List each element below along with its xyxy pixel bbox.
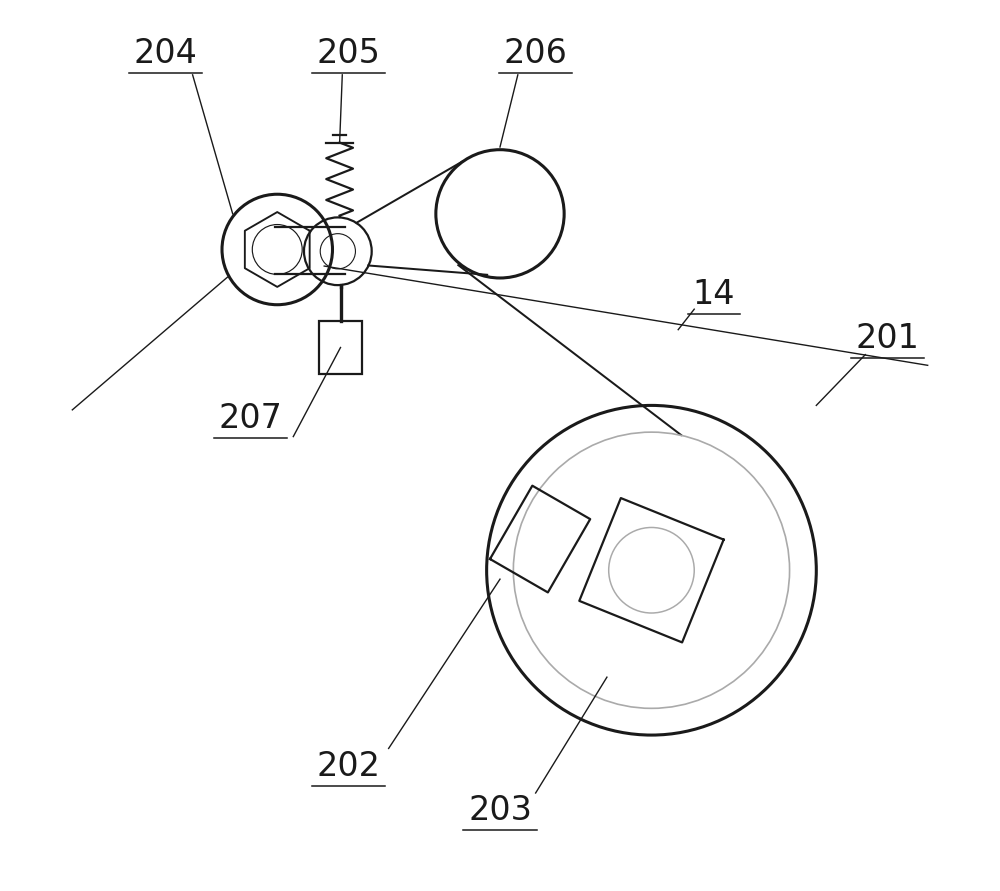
Bar [319,321,362,374]
Text: 201: 201 [856,322,920,356]
Text: 207: 207 [219,402,282,436]
Text: 202: 202 [317,749,381,783]
Text: 205: 205 [317,37,380,70]
Text: 14: 14 [693,277,735,311]
Text: 204: 204 [134,37,198,70]
Text: 206: 206 [504,37,568,70]
Text: 203: 203 [468,794,532,828]
